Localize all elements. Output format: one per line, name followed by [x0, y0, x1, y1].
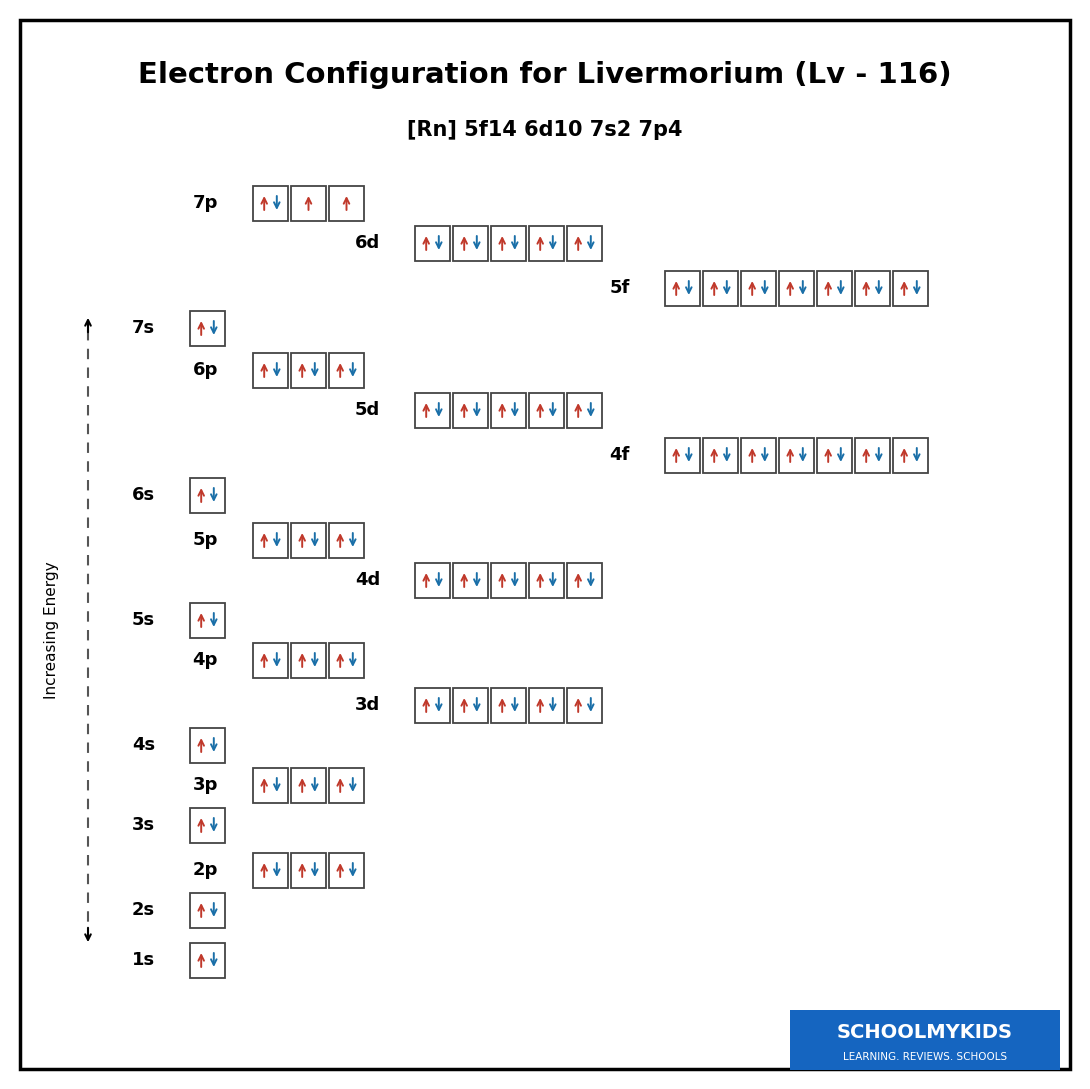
Bar [291, 523, 326, 558]
Bar [329, 353, 364, 388]
Bar [253, 523, 288, 558]
Bar [818, 438, 852, 473]
Bar [329, 523, 364, 558]
Bar [453, 563, 488, 598]
Bar [529, 392, 564, 428]
Bar [291, 353, 326, 388]
Bar [253, 353, 288, 388]
Text: 3p: 3p [193, 776, 218, 794]
Bar [855, 270, 891, 306]
Text: Electron Configuration for Livermorium (Lv - 116): Electron Configuration for Livermorium (… [138, 61, 952, 89]
Bar [190, 602, 225, 637]
Text: LEARNING. REVIEWS. SCHOOLS: LEARNING. REVIEWS. SCHOOLS [843, 1052, 1007, 1062]
Bar [415, 225, 450, 260]
Text: 5f: 5f [609, 279, 630, 297]
Bar [291, 768, 326, 803]
Text: 5d: 5d [354, 401, 380, 419]
Text: 6s: 6s [132, 486, 155, 504]
Bar [779, 270, 814, 306]
Bar [190, 893, 225, 928]
Bar [329, 853, 364, 888]
Bar [703, 438, 738, 473]
Text: 4d: 4d [354, 571, 380, 589]
Bar [415, 687, 450, 722]
Bar [291, 185, 326, 220]
Bar [567, 392, 602, 428]
Bar [253, 643, 288, 677]
Text: 6p: 6p [193, 360, 218, 379]
Bar [741, 438, 776, 473]
Bar [779, 438, 814, 473]
Bar [490, 225, 526, 260]
Bar [665, 270, 700, 306]
Bar [253, 768, 288, 803]
Bar [893, 438, 928, 473]
Text: 3d: 3d [354, 696, 380, 714]
Bar [329, 185, 364, 220]
Bar [329, 643, 364, 677]
Text: 2s: 2s [132, 901, 155, 919]
Bar [329, 768, 364, 803]
Bar [567, 687, 602, 722]
Bar [453, 392, 488, 428]
Text: SCHOOLMYKIDS: SCHOOLMYKIDS [837, 1024, 1013, 1042]
Text: 5s: 5s [132, 611, 155, 629]
Text: 4f: 4f [609, 446, 630, 464]
Text: 4s: 4s [132, 736, 155, 754]
Bar [790, 1010, 1059, 1070]
Text: 7p: 7p [193, 194, 218, 212]
Bar [490, 392, 526, 428]
Text: 2p: 2p [193, 861, 218, 879]
Bar [190, 310, 225, 345]
Bar [529, 225, 564, 260]
Bar [190, 727, 225, 762]
Bar [529, 687, 564, 722]
Bar [567, 563, 602, 598]
Bar [665, 438, 700, 473]
Bar [190, 808, 225, 843]
Bar [190, 477, 225, 513]
Text: 1s: 1s [132, 951, 155, 969]
Text: [Rn] 5f14 6d10 7s2 7p4: [Rn] 5f14 6d10 7s2 7p4 [408, 120, 682, 140]
Bar [567, 225, 602, 260]
Bar [893, 270, 928, 306]
Bar [190, 942, 225, 978]
Text: Increasing Energy: Increasing Energy [45, 561, 60, 699]
Bar [291, 643, 326, 677]
Bar [453, 225, 488, 260]
Bar [253, 185, 288, 220]
Text: 5p: 5p [193, 531, 218, 549]
Bar [529, 563, 564, 598]
Bar [818, 270, 852, 306]
Bar [741, 270, 776, 306]
Text: 6d: 6d [354, 234, 380, 252]
Bar [490, 687, 526, 722]
Bar [415, 392, 450, 428]
Bar [490, 563, 526, 598]
Bar [453, 687, 488, 722]
Text: 7s: 7s [132, 319, 155, 337]
Text: 3s: 3s [132, 816, 155, 834]
Bar [415, 563, 450, 598]
Bar [253, 853, 288, 888]
Text: 4p: 4p [193, 651, 218, 669]
Bar [291, 853, 326, 888]
Bar [703, 270, 738, 306]
Bar [855, 438, 891, 473]
